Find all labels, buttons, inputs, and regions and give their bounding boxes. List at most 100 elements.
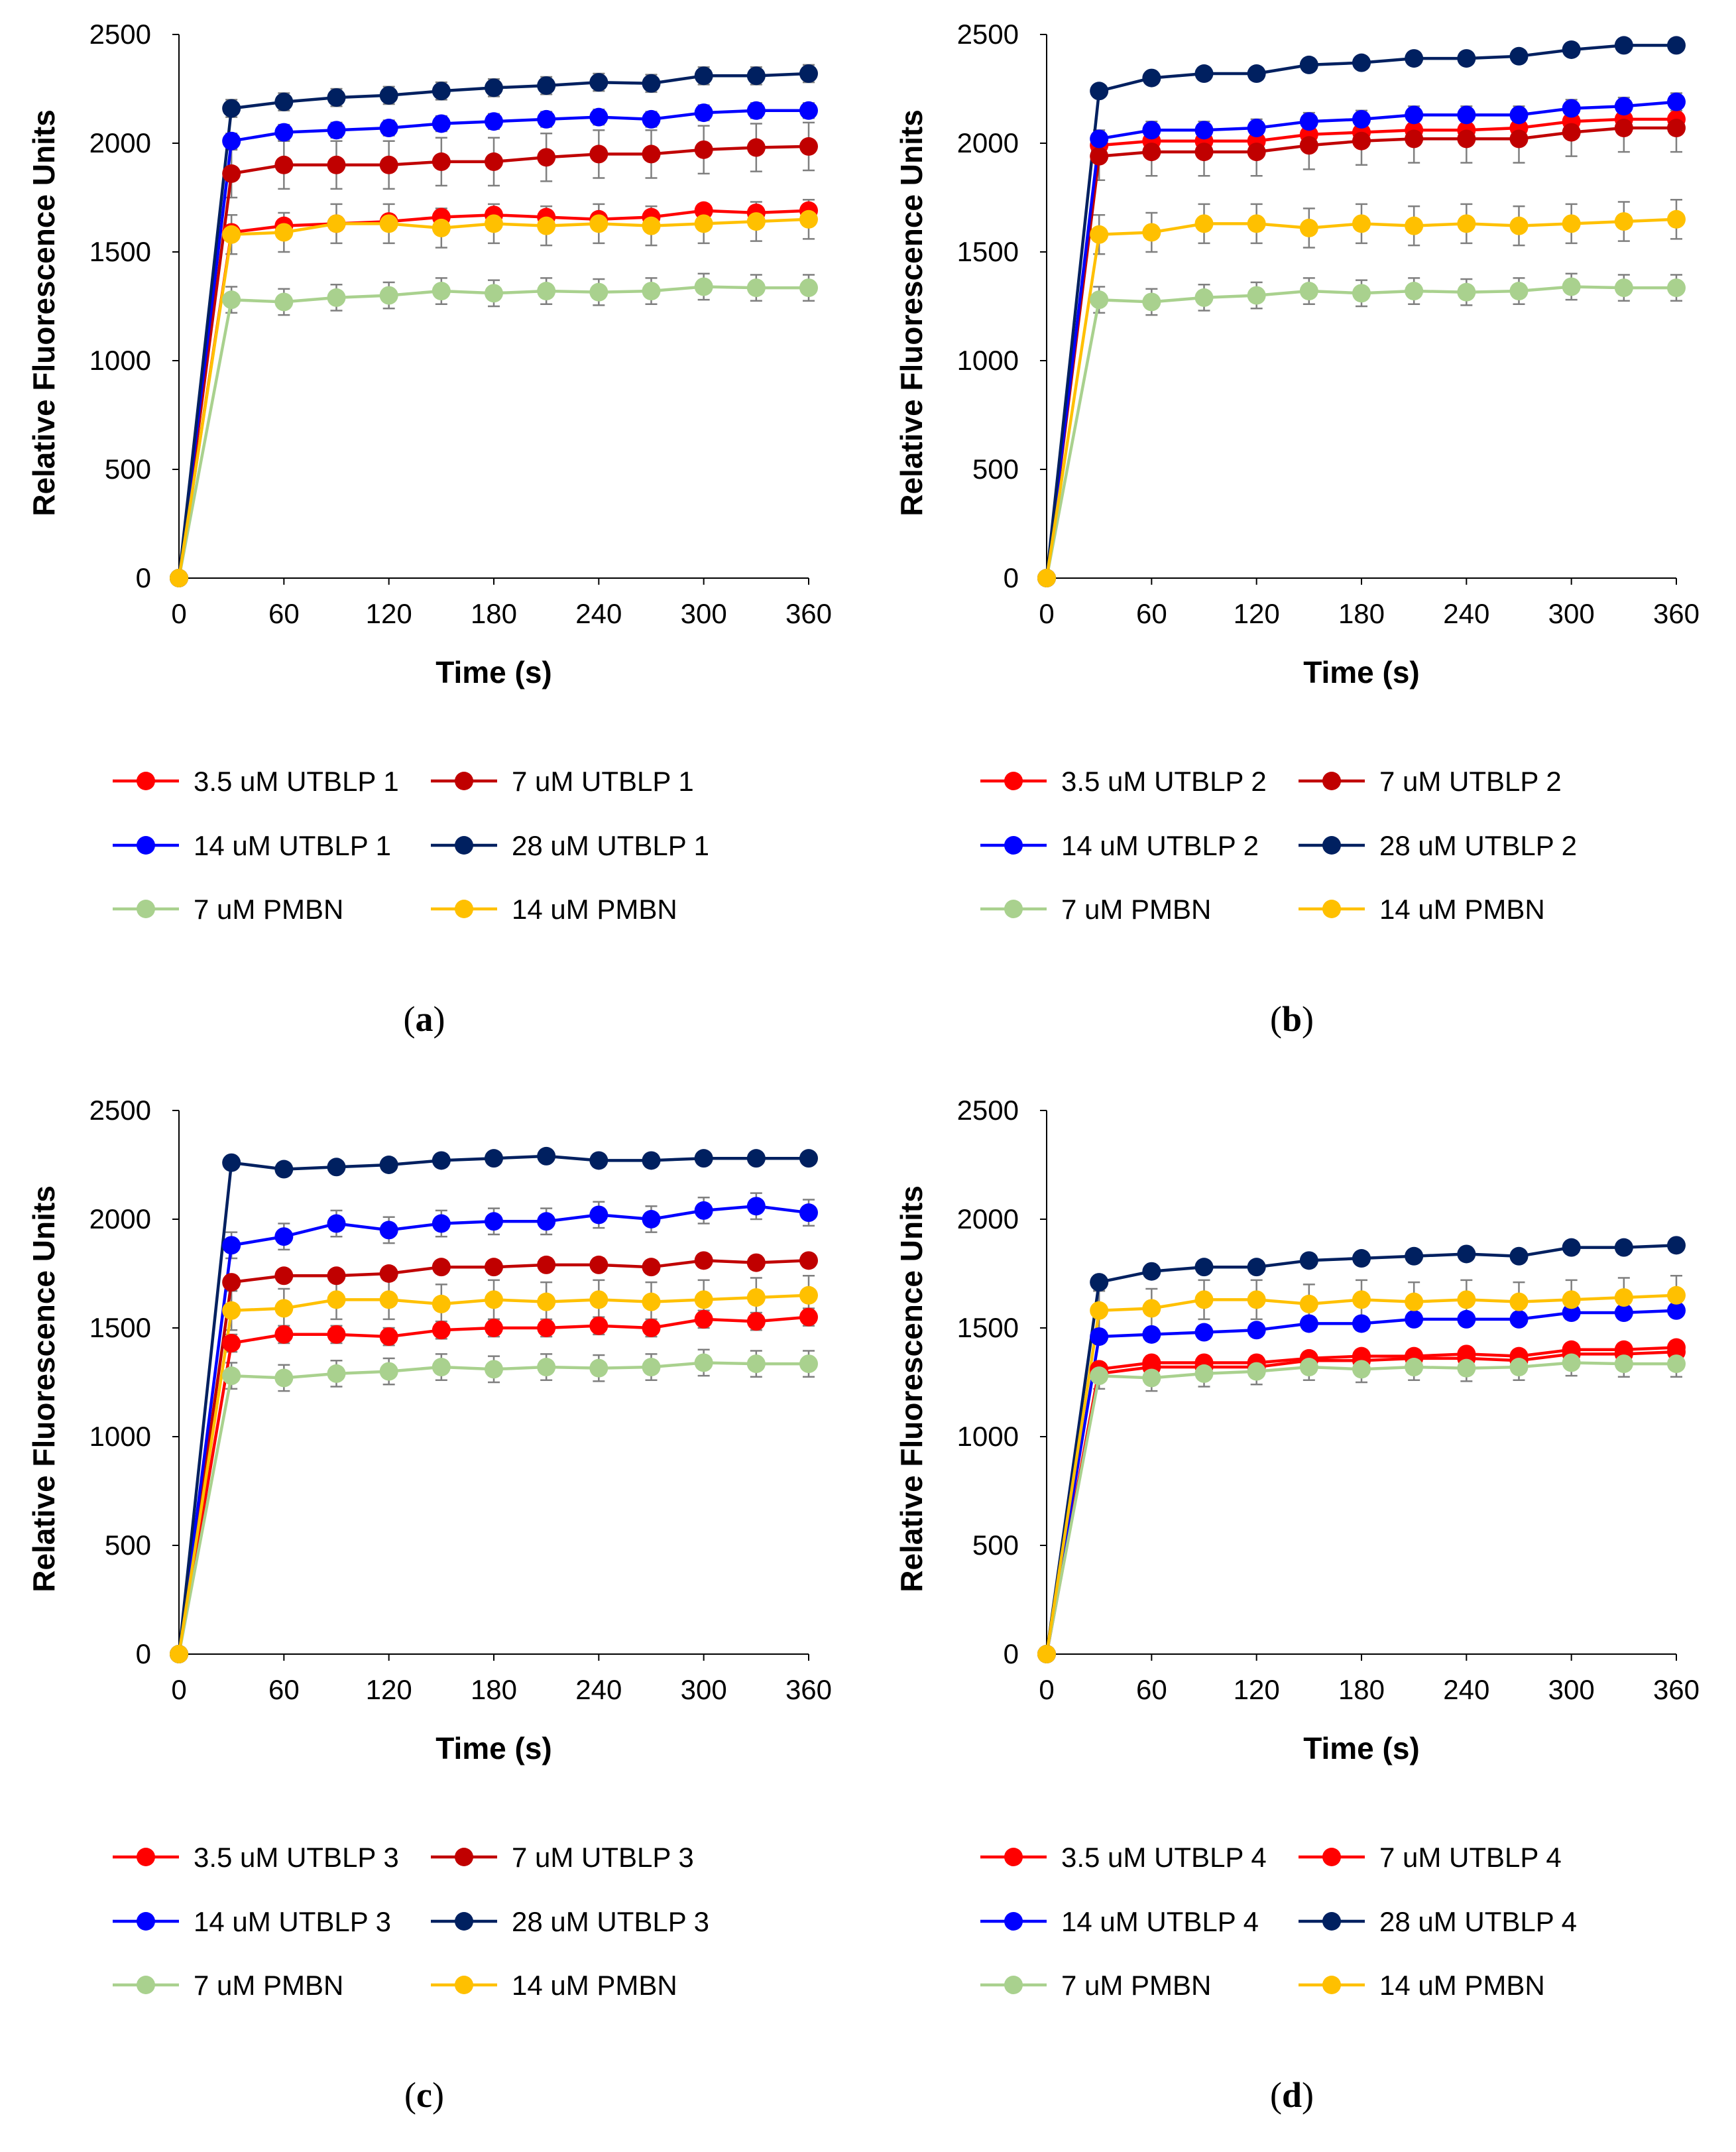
data-point bbox=[274, 155, 294, 174]
data-point bbox=[1299, 282, 1318, 301]
series-line bbox=[1045, 1350, 1677, 1655]
data-point bbox=[1247, 1362, 1266, 1381]
legend-marker bbox=[1322, 900, 1341, 918]
y-tick-label: 0 bbox=[136, 1638, 151, 1669]
data-point bbox=[1667, 209, 1686, 229]
data-point bbox=[1299, 1358, 1318, 1377]
legend-label: 7 uM UTBLP 4 bbox=[1379, 1842, 1562, 1873]
legend-label: 7 uM UTBLP 2 bbox=[1379, 766, 1562, 797]
legend-marker bbox=[137, 1848, 155, 1866]
series-line bbox=[1045, 126, 1676, 579]
data-point bbox=[274, 123, 294, 142]
panel-label-letter: c bbox=[416, 2075, 432, 2115]
y-tick-label: 1000 bbox=[957, 1421, 1019, 1452]
data-point bbox=[1142, 68, 1161, 88]
data-point bbox=[432, 1358, 451, 1377]
series-line bbox=[1045, 285, 1676, 579]
chart-svg-d: 0 500 1000 1500 2000 2500 0 60 120 180 240 300 360 Ti… bbox=[894, 1095, 1700, 2115]
data-point bbox=[432, 152, 451, 171]
data-point bbox=[1562, 277, 1581, 296]
chart-svg-a: 0 500 1000 1500 2000 2500 0 60 120 180 240 300 360 Ti… bbox=[27, 19, 832, 1039]
data-point bbox=[746, 1312, 766, 1331]
panel-label-close: ) bbox=[434, 999, 445, 1039]
legend-label: 28 uM UTBLP 2 bbox=[1379, 830, 1577, 861]
data-point bbox=[222, 164, 241, 183]
data-point bbox=[1509, 1309, 1529, 1329]
data-point bbox=[274, 1299, 294, 1318]
data-point bbox=[379, 1362, 398, 1381]
data-point bbox=[1405, 1246, 1424, 1266]
data-point bbox=[222, 1301, 241, 1320]
x-tick-label: 0 bbox=[1039, 1674, 1054, 1705]
legend-marker bbox=[455, 836, 473, 855]
legend-marker bbox=[1322, 1912, 1341, 1931]
y-tick-label: 1000 bbox=[957, 345, 1019, 376]
data-point bbox=[642, 1292, 661, 1311]
data-point bbox=[694, 66, 713, 86]
data-point bbox=[1142, 223, 1161, 242]
x-tick-label: 0 bbox=[1039, 598, 1054, 629]
data-point bbox=[1299, 55, 1318, 74]
data-point bbox=[1090, 225, 1109, 244]
panel-label-close: ) bbox=[432, 2075, 444, 2115]
data-point bbox=[432, 114, 451, 133]
data-point bbox=[222, 1333, 241, 1352]
data-point bbox=[589, 145, 608, 164]
y-tick-label: 2500 bbox=[89, 1095, 151, 1126]
data-point bbox=[642, 145, 661, 164]
legend-label: 14 uM PMBN bbox=[1379, 894, 1545, 925]
data-point bbox=[274, 1160, 294, 1179]
data-point bbox=[1247, 214, 1266, 233]
data-point bbox=[274, 292, 294, 312]
data-point bbox=[1457, 1244, 1476, 1264]
legend-label: 7 uM PMBN bbox=[1061, 894, 1211, 925]
data-point bbox=[1142, 1299, 1161, 1318]
series-line bbox=[177, 285, 809, 579]
y-tick-label: 0 bbox=[136, 562, 151, 593]
data-point bbox=[327, 121, 346, 140]
data-point bbox=[1405, 1358, 1424, 1377]
legend-label: 14 uM UTBLP 2 bbox=[1061, 830, 1259, 861]
legend-marker bbox=[137, 1976, 155, 1994]
data-point bbox=[1614, 97, 1633, 116]
x-tick-label: 180 bbox=[1338, 1674, 1385, 1705]
data-point bbox=[746, 66, 766, 86]
data-point bbox=[1457, 49, 1476, 68]
data-point bbox=[694, 1290, 713, 1309]
legend-marker bbox=[1004, 900, 1023, 918]
data-point bbox=[589, 107, 608, 127]
data-point bbox=[1405, 129, 1424, 149]
data-point bbox=[485, 1290, 503, 1309]
x-tick-label: 0 bbox=[171, 598, 186, 629]
panel-label: (b) bbox=[1270, 999, 1314, 1039]
x-tick-label: 240 bbox=[1443, 598, 1489, 629]
y-axis-title: Relative Fluorescence Units bbox=[894, 109, 929, 516]
data-point bbox=[589, 1205, 608, 1225]
y-tick-label: 1500 bbox=[957, 236, 1019, 267]
legend-marker bbox=[137, 772, 155, 790]
data-point bbox=[1667, 92, 1686, 111]
data-point bbox=[1562, 1238, 1581, 1257]
data-point bbox=[485, 112, 503, 131]
data-point bbox=[1562, 99, 1581, 118]
data-point bbox=[589, 214, 608, 233]
x-tick-label: 120 bbox=[366, 598, 412, 629]
data-point bbox=[222, 1273, 241, 1292]
legend-label: 28 uM UTBLP 4 bbox=[1379, 1906, 1577, 1937]
data-point bbox=[746, 1354, 766, 1374]
data-point bbox=[222, 131, 241, 150]
data-point bbox=[1562, 1353, 1581, 1372]
legend-label: 7 uM PMBN bbox=[1061, 1970, 1211, 2001]
data-point bbox=[1405, 216, 1424, 235]
data-point bbox=[1614, 1238, 1633, 1257]
data-point bbox=[432, 1321, 451, 1340]
data-point bbox=[537, 1212, 556, 1231]
chart-panel-b: 0 500 1000 1500 2000 2500 0 60 120 180 240 300 360 Ti… bbox=[868, 0, 1735, 1076]
data-point bbox=[746, 1197, 766, 1216]
data-point bbox=[1509, 1358, 1529, 1377]
series-line bbox=[1045, 1361, 1676, 1655]
data-point bbox=[642, 1358, 661, 1377]
legend-marker bbox=[1004, 772, 1023, 790]
legend-label: 7 uM PMBN bbox=[194, 894, 343, 925]
data-point bbox=[1090, 1327, 1109, 1346]
